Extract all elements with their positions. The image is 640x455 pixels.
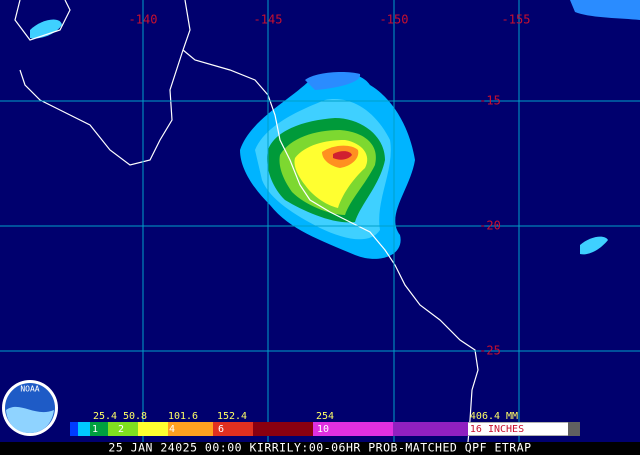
caption: 25 JAN 24025 00:00 KIRRILY:00-06HR PROB-…	[108, 441, 531, 455]
mm-label: 152.4	[217, 411, 247, 422]
mm-label: 254	[316, 411, 334, 422]
lon-label: -150	[380, 13, 409, 27]
inch-label: 1	[92, 424, 98, 435]
lon-label: -140	[129, 13, 158, 27]
coastline	[14, 0, 479, 443]
lat-label: -20	[479, 219, 501, 233]
mm-label: 406.4 MM	[470, 411, 518, 422]
inch-label: 10	[317, 424, 329, 435]
lat-label: -15	[479, 94, 501, 108]
inch-label: 6	[218, 424, 224, 435]
inch-label: 2	[118, 424, 124, 435]
noaa-logo: NOAA	[2, 380, 58, 436]
lat-label: -25	[479, 344, 501, 358]
mm-label: 25.4	[93, 411, 117, 422]
inch-label: 16 INCHES	[470, 424, 524, 435]
rainfall	[30, 0, 640, 259]
color-bar	[70, 422, 580, 436]
mm-label: 50.8	[123, 411, 147, 422]
logo-text: NOAA	[20, 385, 39, 394]
lon-label: -145	[254, 13, 283, 27]
lon-label: -155	[502, 13, 531, 27]
caption-bar	[0, 442, 640, 455]
graticule	[0, 0, 640, 442]
inch-label: 4	[169, 424, 175, 435]
mm-label: 101.6	[168, 411, 198, 422]
